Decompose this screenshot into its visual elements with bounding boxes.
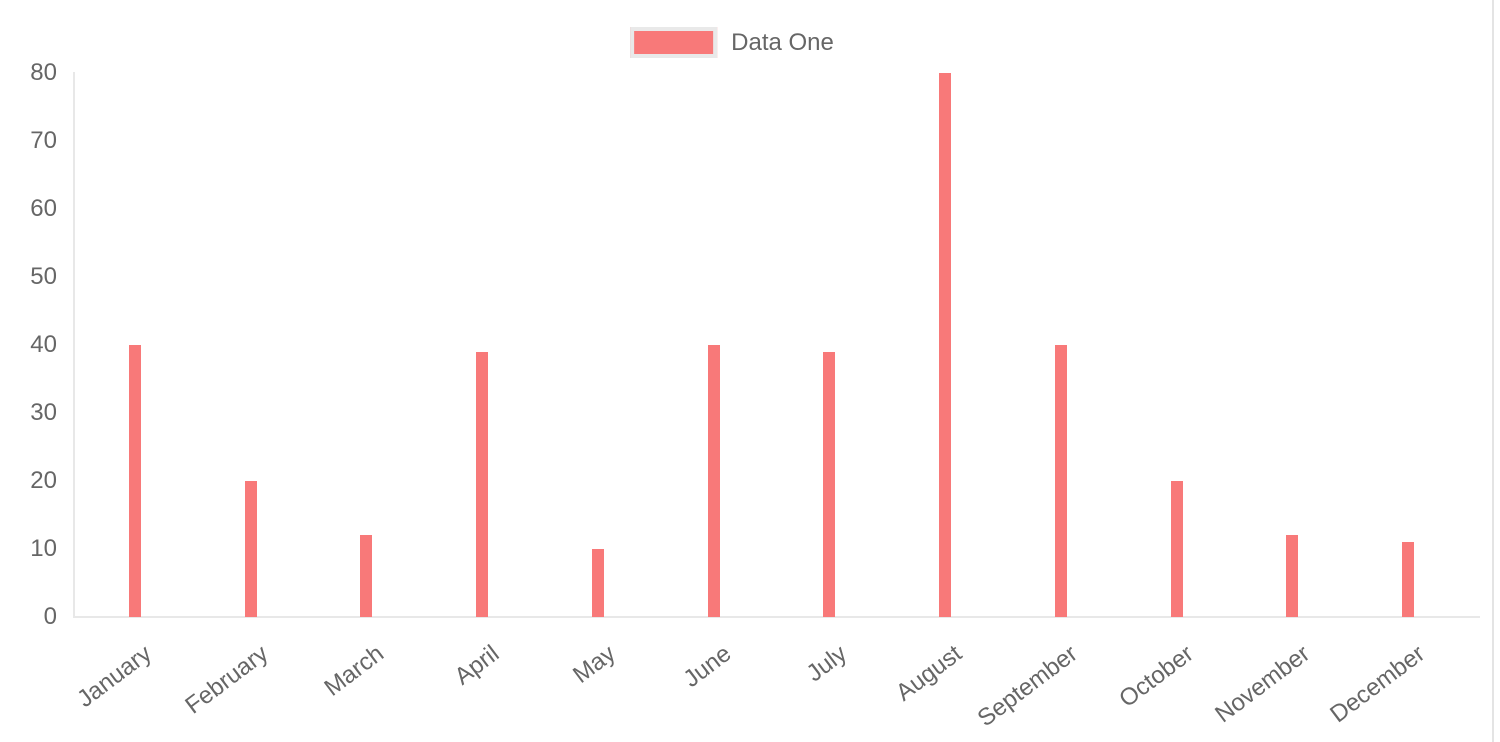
x-tick-label-february: February [179, 640, 273, 720]
y-tick-label-70: 70 [30, 127, 57, 154]
y-tick-label-80: 80 [30, 59, 57, 86]
bar-july[interactable] [823, 352, 835, 617]
bar-june[interactable] [708, 345, 720, 617]
bar-december[interactable] [1402, 542, 1414, 617]
bar-october[interactable] [1171, 481, 1183, 617]
x-tick-label-november: November [1209, 640, 1315, 729]
x-tick-label-january: January [72, 640, 158, 713]
x-tick-label-june: June [678, 640, 736, 693]
legend-swatch-icon [630, 27, 718, 58]
y-tick-label-20: 20 [30, 467, 57, 494]
x-tick-label-september: September [973, 640, 1084, 733]
x-tick-label-may: May [567, 640, 621, 689]
bar-september[interactable] [1055, 345, 1067, 617]
y-tick-label-50: 50 [30, 263, 57, 290]
x-tick-label-december: December [1325, 640, 1431, 729]
y-tick-label-30: 30 [30, 399, 57, 426]
x-tick-label-october: October [1114, 640, 1199, 713]
bar-march[interactable] [360, 535, 372, 617]
x-tick-label-august: August [891, 640, 968, 707]
bar-april[interactable] [476, 352, 488, 617]
bar-november[interactable] [1286, 535, 1298, 617]
x-axis-baseline [73, 616, 1480, 618]
y-tick-label-0: 0 [43, 603, 57, 630]
y-tick-label-40: 40 [30, 331, 57, 358]
x-tick-label-july: July [801, 640, 852, 688]
x-tick-label-march: March [319, 640, 389, 702]
legend-label: Data One [731, 29, 834, 56]
bar-august[interactable] [939, 73, 951, 617]
legend-item-data-one[interactable]: Data One [630, 27, 834, 58]
y-axis-line [73, 72, 75, 618]
bar-february[interactable] [245, 481, 257, 617]
bar-may[interactable] [592, 549, 604, 617]
y-tick-label-10: 10 [30, 535, 57, 562]
bar-january[interactable] [129, 345, 141, 617]
y-tick-label-60: 60 [30, 195, 57, 222]
right-edge-border [1492, 0, 1494, 742]
x-tick-label-april: April [449, 640, 505, 691]
